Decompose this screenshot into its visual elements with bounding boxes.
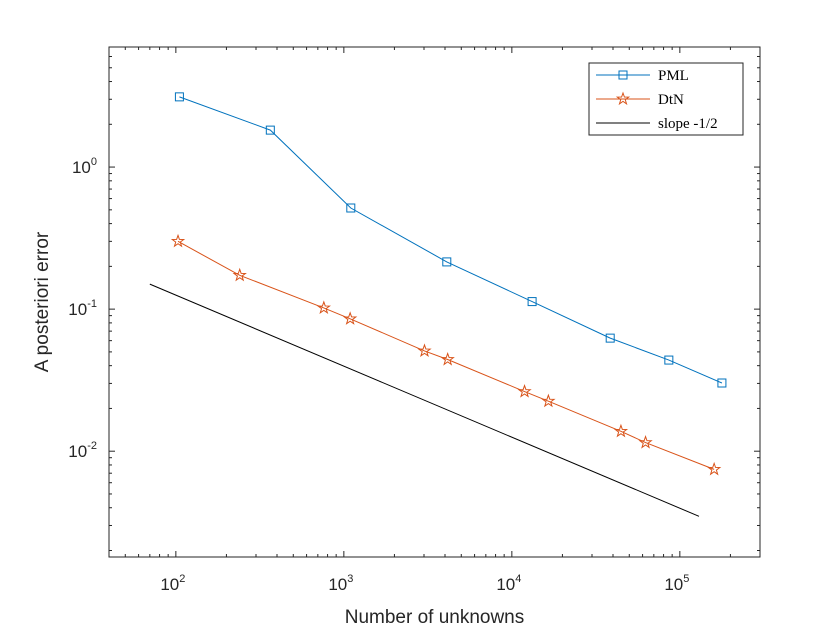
data-point-dtn <box>170 233 186 248</box>
data-point-pml <box>174 92 184 102</box>
y-tick-label: 100 <box>72 156 97 177</box>
data-point-dtn <box>541 393 556 408</box>
data-point-pml <box>346 203 356 213</box>
data-point-dtn <box>440 351 455 366</box>
data-point-pml <box>442 257 452 267</box>
legend-label-dtn: DtN <box>658 92 684 108</box>
series-line-2 <box>149 283 700 517</box>
series-line-0 <box>179 96 723 384</box>
y-axis-title: A posteriori error <box>32 231 53 372</box>
y-tick-label: 10-2 <box>68 440 97 461</box>
data-point-dtn <box>316 300 331 314</box>
y-tick-label: 10-1 <box>68 298 97 319</box>
data-point-dtn <box>342 311 358 325</box>
data-point-dtn <box>232 267 247 282</box>
x-tick-label: 104 <box>496 573 521 594</box>
data-point-pml <box>664 355 674 365</box>
x-axis-title: Number of unknowns <box>345 607 525 628</box>
legend-label-slope: slope -1/2 <box>658 116 718 132</box>
data-point-pml <box>265 125 275 135</box>
series-layer <box>149 92 727 517</box>
data-point-pml <box>717 378 727 388</box>
x-tick-label: 105 <box>664 573 689 594</box>
legend: PML DtN slope -1/2 <box>588 62 744 136</box>
legend-label-pml: PML <box>658 68 689 84</box>
x-tick-label: 102 <box>160 573 185 594</box>
legend-marker-pml <box>618 70 628 80</box>
data-point-dtn <box>613 423 629 438</box>
data-point-dtn <box>417 343 432 358</box>
data-point-dtn <box>706 461 722 476</box>
data-point-pml <box>527 297 537 307</box>
data-point-dtn <box>638 435 653 449</box>
data-point-dtn <box>517 384 532 398</box>
data-point-pml <box>605 333 615 343</box>
legend-marker-dtn <box>615 91 631 106</box>
axis-ticks: 102 103 104 105 10-2 10-1 100 <box>68 46 761 594</box>
x-tick-label: 103 <box>328 573 353 594</box>
series-line-1 <box>177 240 715 470</box>
